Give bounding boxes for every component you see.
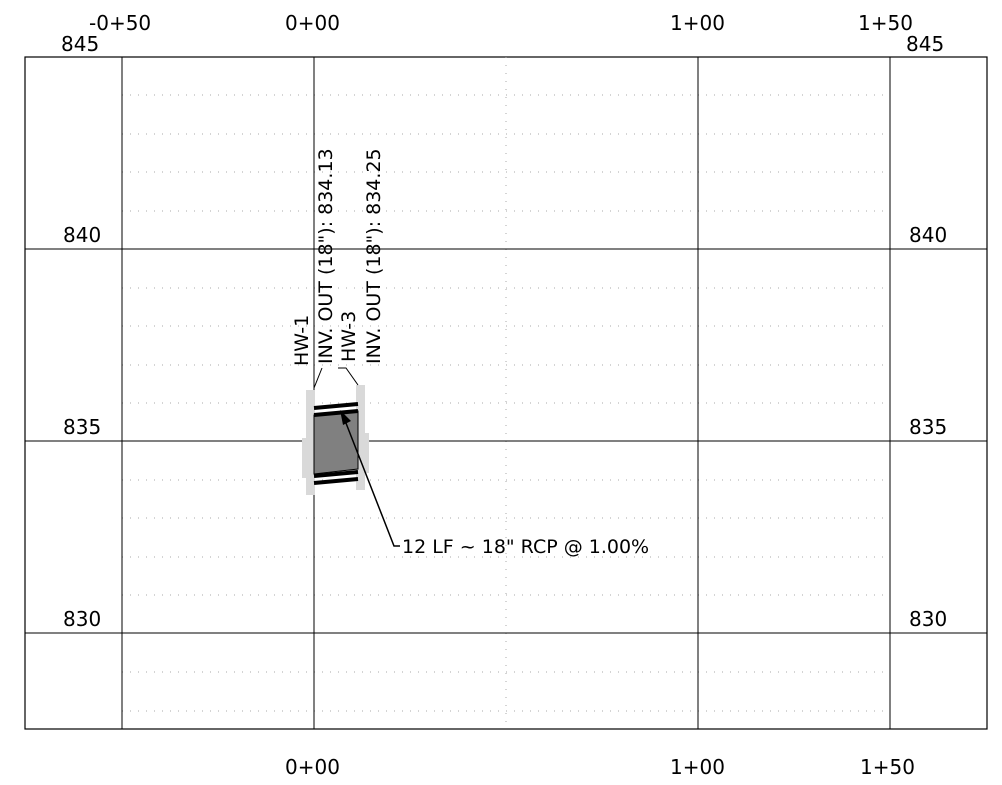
station-label-bottom: 1+00 bbox=[670, 755, 725, 779]
headwall-structures bbox=[302, 385, 369, 495]
station-label-top: 1+50 bbox=[858, 11, 913, 35]
invert-label-hw-1: INV. OUT (18"): 834.13 bbox=[315, 148, 337, 364]
structure-name-hw-3: HW-3 bbox=[338, 311, 360, 362]
station-label-bottom: 0+00 bbox=[285, 755, 340, 779]
label-leaders bbox=[313, 367, 359, 389]
major-grid bbox=[25, 57, 987, 729]
pipe-18in-rcp bbox=[313, 402, 359, 485]
minor-grid bbox=[122, 57, 890, 729]
station-label-bottom: 1+50 bbox=[860, 755, 915, 779]
arrow-head-icon bbox=[340, 410, 351, 425]
station-label-top: -0+50 bbox=[89, 11, 151, 35]
structure-hw-3-footing bbox=[356, 433, 369, 473]
invert-label-hw-3: INV. OUT (18"): 834.25 bbox=[363, 148, 385, 364]
elevation-label-left: 840 bbox=[63, 223, 101, 247]
station-label-top: 0+00 bbox=[285, 11, 340, 35]
station-label-top: 1+00 bbox=[670, 11, 725, 35]
elevation-label: 845 bbox=[61, 32, 99, 56]
structure-hw-1-footing bbox=[302, 438, 315, 478]
elevation-label-right: 830 bbox=[909, 607, 947, 631]
pipe-body bbox=[313, 410, 359, 475]
elevation-label-left: 835 bbox=[63, 415, 101, 439]
pipe-callout-leader bbox=[340, 410, 400, 547]
elevation-label: 845 bbox=[906, 32, 944, 56]
structure-name-hw-1: HW-1 bbox=[291, 315, 313, 366]
elevation-label-right: 835 bbox=[909, 415, 947, 439]
elevation-label-right: 840 bbox=[909, 223, 947, 247]
elevation-label-left: 830 bbox=[63, 607, 101, 631]
pipe-callout-label: 12 LF ~ 18" RCP @ 1.00% bbox=[402, 536, 649, 558]
